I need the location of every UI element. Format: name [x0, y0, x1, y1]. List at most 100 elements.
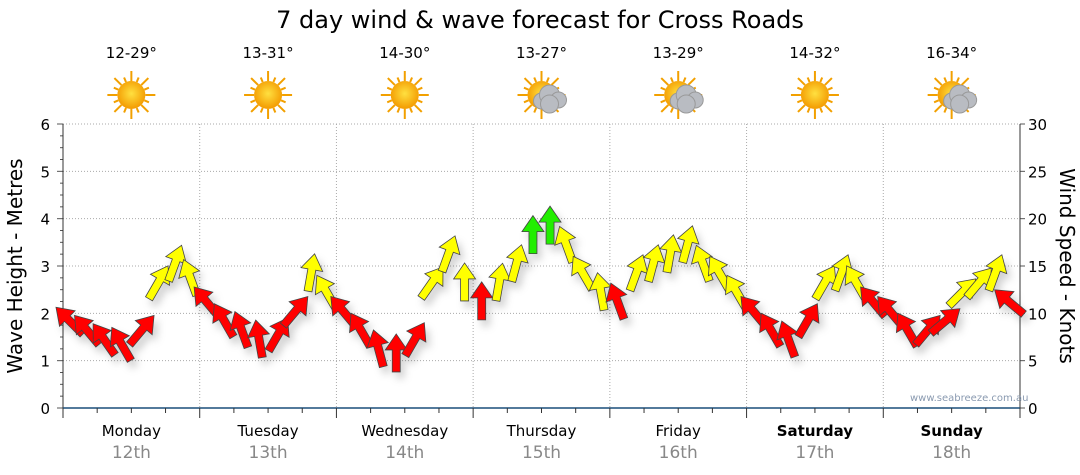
sun-ray — [143, 86, 150, 91]
sun-ray — [113, 99, 119, 104]
day-name: Sunday — [920, 422, 983, 440]
sun-ray — [660, 86, 666, 91]
cloud-puff — [950, 94, 970, 114]
day-temp: 13-27° — [516, 44, 567, 62]
grid — [63, 123, 1020, 408]
sun-ray — [387, 104, 396, 113]
day-date: 14th — [385, 443, 424, 463]
sun-ray — [687, 77, 696, 86]
sun-ray — [113, 86, 119, 91]
day-temp: 14-32° — [789, 44, 840, 62]
sun-disc — [117, 81, 146, 109]
day-date: 16th — [659, 443, 698, 463]
sun-ray — [796, 86, 803, 91]
sun-icon — [790, 71, 839, 119]
sun-ray — [123, 107, 127, 113]
wind-arrow — [144, 265, 170, 302]
day-temp: 13-29° — [653, 44, 704, 62]
sun-ray — [409, 107, 413, 113]
sun-ray — [933, 99, 940, 104]
day-name: Saturday — [777, 422, 854, 440]
sun-ray — [272, 107, 277, 113]
day-temp: 12-29° — [106, 44, 157, 62]
sun-icon — [107, 71, 156, 119]
sun-disc — [800, 81, 829, 109]
cloud-puff — [540, 94, 559, 114]
sun-ray — [682, 77, 687, 83]
wind-arrow — [125, 314, 155, 348]
wind-arrow — [109, 326, 135, 363]
day-name: Wednesday — [361, 422, 448, 440]
wind-arrow — [366, 329, 390, 369]
day-name: Thursday — [506, 422, 577, 440]
wind-arrow — [794, 303, 820, 340]
day-temp: 13-31° — [243, 44, 294, 62]
sun-ray — [670, 107, 674, 113]
right-tick-label: 10 — [1028, 305, 1047, 323]
left-tick-label: 0 — [40, 400, 50, 418]
right-tick-label: 20 — [1028, 211, 1047, 229]
sun-ray — [143, 99, 150, 104]
right-tick-label: 15 — [1028, 258, 1047, 276]
sun-ray — [272, 77, 277, 83]
wind-arrow — [229, 310, 253, 350]
cloud — [669, 84, 704, 114]
sun-ray — [259, 77, 264, 83]
sun-ray — [277, 104, 286, 113]
left-tick-label: 1 — [40, 353, 50, 371]
partly-cloudy-icon — [654, 71, 704, 119]
day-name: Monday — [102, 422, 161, 440]
sun-ray — [113, 104, 123, 113]
wind-arrow — [521, 214, 545, 255]
wind-arrow — [437, 235, 461, 274]
sun-ray — [140, 104, 150, 113]
sun-ray — [409, 77, 413, 83]
sun-ray — [140, 77, 150, 86]
wind-arrow — [279, 295, 309, 329]
watermark: www.seabreeze.com.au — [910, 393, 1028, 404]
left-tick-label: 4 — [40, 211, 50, 229]
day-date: 18th — [932, 443, 971, 463]
right-tick-label: 0 — [1028, 400, 1038, 418]
sun-ray — [280, 99, 287, 104]
sun-ray — [943, 107, 948, 113]
sun-ray — [250, 99, 256, 104]
sun-ray — [660, 77, 670, 86]
wind-arrow — [264, 317, 290, 354]
sun-ray — [819, 77, 824, 83]
left-tick-label: 2 — [40, 305, 50, 323]
sun-ray — [933, 104, 943, 113]
sun-ray — [135, 107, 140, 113]
day-name: Tuesday — [237, 422, 299, 440]
sun-ray — [417, 86, 423, 91]
cloud — [943, 84, 978, 114]
sun-ray — [533, 107, 538, 113]
sun-ray — [545, 77, 550, 83]
sun-ray — [824, 104, 833, 113]
wind-arrow — [401, 322, 427, 359]
wind-arrow — [659, 234, 683, 274]
sun-ray — [670, 77, 674, 83]
sun-icon — [244, 71, 293, 119]
sun-ray — [660, 99, 666, 104]
sun-disc — [254, 81, 283, 109]
sun-ray — [819, 107, 824, 113]
day-date: 13th — [249, 443, 288, 463]
wind-arrow — [452, 262, 477, 302]
sun-ray — [113, 77, 123, 86]
day-date: 15th — [522, 443, 561, 463]
day-date: 12th — [112, 443, 151, 463]
wind-arrow — [469, 281, 494, 321]
cloud — [533, 84, 567, 114]
sun-ray — [533, 77, 538, 83]
day-date: 17th — [795, 443, 834, 463]
right-tick-label: 30 — [1028, 116, 1047, 134]
sun-ray — [827, 99, 833, 104]
sun-ray — [417, 99, 423, 104]
wind-arrow — [538, 205, 562, 245]
sun-ray — [797, 77, 806, 86]
sun-ray — [806, 107, 811, 113]
cloud-puff — [676, 94, 696, 114]
